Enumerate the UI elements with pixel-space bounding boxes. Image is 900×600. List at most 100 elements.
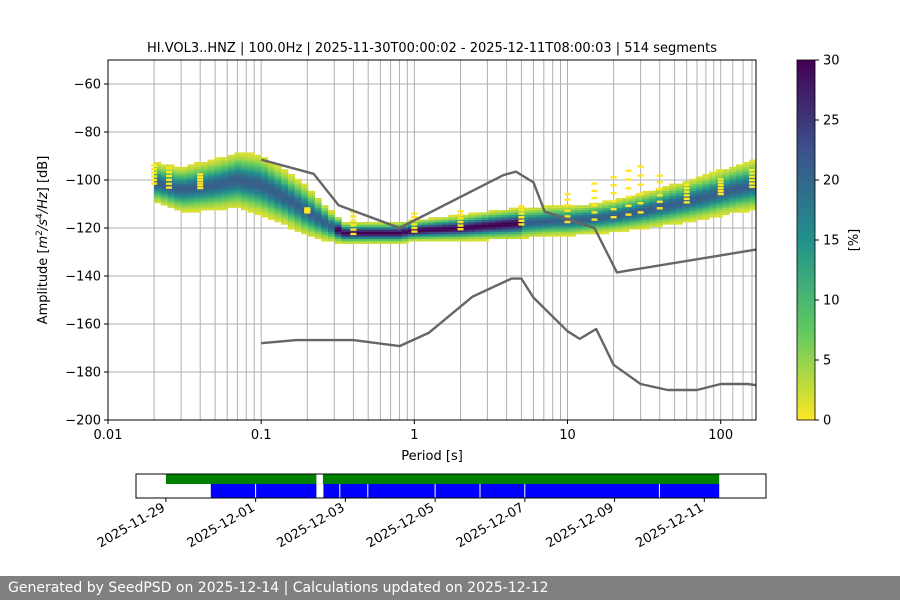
heatmap-cell [254, 205, 262, 208]
heatmap-cell [274, 198, 282, 201]
heatmap-outlier [197, 173, 204, 176]
heatmap-cell [595, 224, 603, 228]
heatmap-cell [515, 229, 523, 232]
heatmap-cell [227, 157, 235, 160]
heatmap-cell [735, 200, 743, 204]
heatmap-cell [722, 193, 730, 196]
heatmap-cell [729, 178, 737, 182]
heatmap-cell [435, 229, 443, 232]
heatmap-cell [374, 241, 382, 244]
heatmap-cell [241, 186, 249, 189]
heatmap-outlier [591, 204, 598, 207]
heatmap-cell [715, 214, 723, 218]
heatmap-cell [214, 205, 222, 208]
heatmap-cell [267, 205, 275, 208]
heatmap-cell [307, 212, 315, 216]
heatmap-cell [187, 190, 195, 194]
heatmap-outlier [637, 183, 644, 186]
heatmap-cell [675, 217, 683, 220]
heatmap-cell [535, 219, 543, 223]
heatmap-cell [528, 217, 536, 220]
heatmap-cell [180, 166, 188, 170]
heatmap-cell [354, 224, 362, 228]
heatmap-cell [287, 224, 295, 228]
heatmap-cell [341, 226, 349, 230]
footer-bar: Generated by SeedPSD on 2025-12-14 | Cal… [0, 576, 900, 600]
heatmap-cell [608, 205, 616, 208]
heatmap-cell [455, 234, 463, 237]
heatmap-cell [254, 154, 262, 158]
heatmap-cell [348, 234, 356, 237]
heatmap-cell [214, 166, 222, 170]
heatmap-cell [675, 198, 683, 201]
data-available-bar [322, 474, 720, 484]
heatmap-cell [241, 198, 249, 201]
heatmap-cell [615, 229, 623, 232]
heatmap-cell [608, 224, 616, 228]
heatmap-outlier [610, 208, 617, 211]
heatmap-cell [555, 231, 563, 235]
heatmap-cell [267, 193, 275, 196]
heatmap-cell [307, 214, 315, 218]
heatmap-cell [167, 205, 175, 208]
heatmap-cell [689, 190, 697, 194]
heatmap-cell [214, 181, 222, 184]
heatmap-cell [274, 174, 282, 177]
heatmap-cell [368, 224, 376, 228]
heatmap-cell [628, 224, 636, 228]
heatmap-cell [194, 169, 202, 172]
heatmap-cell [655, 217, 663, 220]
heatmap-cell [227, 171, 235, 175]
x-tick-label: 0.1 [251, 428, 272, 443]
heatmap-cell [662, 219, 670, 223]
heatmap-cell [281, 176, 289, 180]
heatmap-cell [602, 229, 610, 232]
heatmap-cell [501, 224, 509, 228]
heatmap-cell [267, 207, 275, 211]
heatmap-cell [227, 176, 235, 180]
heatmap-cell [321, 207, 329, 211]
heatmap-cell [481, 231, 489, 235]
heatmap-cell [328, 212, 336, 216]
heatmap-cell [642, 226, 650, 230]
heatmap-cell [595, 231, 603, 235]
heatmap-cell [602, 217, 610, 220]
heatmap-cell [588, 207, 596, 211]
heatmap-cell [662, 198, 670, 201]
heatmap-cell [702, 205, 710, 208]
heatmap-cell [735, 183, 743, 187]
heatmap-cell [180, 183, 188, 187]
heatmap-outlier [457, 228, 464, 231]
heatmap-cell [669, 200, 677, 204]
heatmap-cell [635, 205, 643, 208]
heatmap-cell [261, 202, 269, 206]
heatmap-cell [361, 241, 369, 244]
heatmap-cell [394, 224, 402, 228]
heatmap-cell [461, 226, 469, 230]
heatmap-cell [689, 212, 697, 216]
heatmap-cell [294, 186, 302, 189]
heatmap-cell [414, 219, 422, 223]
heatmap-cell [421, 219, 429, 223]
heatmap-cell [481, 236, 489, 240]
heatmap-cell [334, 226, 342, 230]
heatmap-cell [729, 188, 737, 192]
heatmap-cell [221, 188, 229, 192]
psd-heatmap [151, 152, 757, 244]
heatmap-cell [408, 231, 416, 235]
heatmap-cell [695, 181, 703, 184]
heatmap-cell [675, 202, 683, 206]
heatmap-cell [394, 222, 402, 225]
heatmap-cell [221, 181, 229, 184]
heatmap-cell [675, 200, 683, 204]
heatmap-cell [695, 195, 703, 199]
heatmap-cell [381, 229, 389, 232]
heatmap-outlier [625, 178, 632, 181]
heatmap-outlier [625, 213, 632, 216]
heatmap-cell [234, 198, 242, 201]
heatmap-cell [187, 176, 195, 180]
heatmap-cell [535, 212, 543, 216]
heatmap-cell [241, 174, 249, 177]
heatmap-cell [722, 186, 730, 189]
heatmap-cell [521, 229, 529, 232]
